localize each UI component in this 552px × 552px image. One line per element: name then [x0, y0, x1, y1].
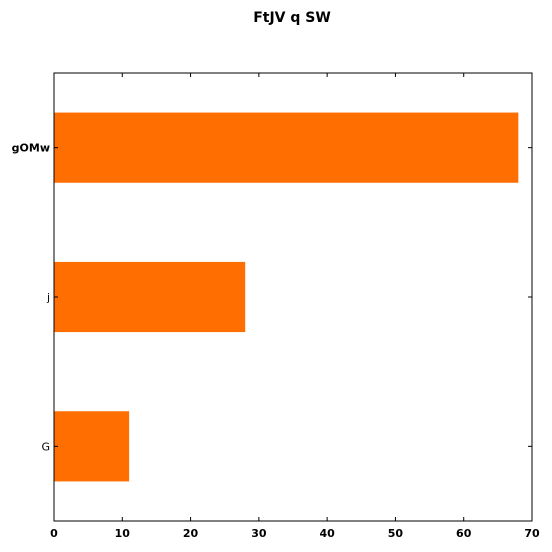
x-tick-label: 50 [388, 527, 404, 540]
ticks-layer [53, 73, 533, 521]
y-tick-label: j [46, 291, 50, 304]
x-tick-label: 0 [50, 527, 58, 540]
y-tick-label: G [41, 440, 50, 453]
y-tick-label: gOMw [12, 142, 50, 155]
x-tick-label: 10 [115, 527, 131, 540]
bars-layer [54, 112, 519, 482]
bar-gOMw [54, 112, 519, 183]
bar-j [54, 261, 246, 333]
x-tick-label: 70 [524, 527, 540, 540]
bar-G [54, 411, 130, 482]
x-tick-label: 30 [251, 527, 267, 540]
x-tick-label: 20 [183, 527, 199, 540]
chart-title: FtJV q SW [253, 10, 331, 26]
labels-layer: gOMw j G 0 10 20 30 40 50 60 70 [12, 142, 540, 540]
x-tick-label: 40 [319, 527, 335, 540]
x-tick-label: 60 [456, 527, 472, 540]
